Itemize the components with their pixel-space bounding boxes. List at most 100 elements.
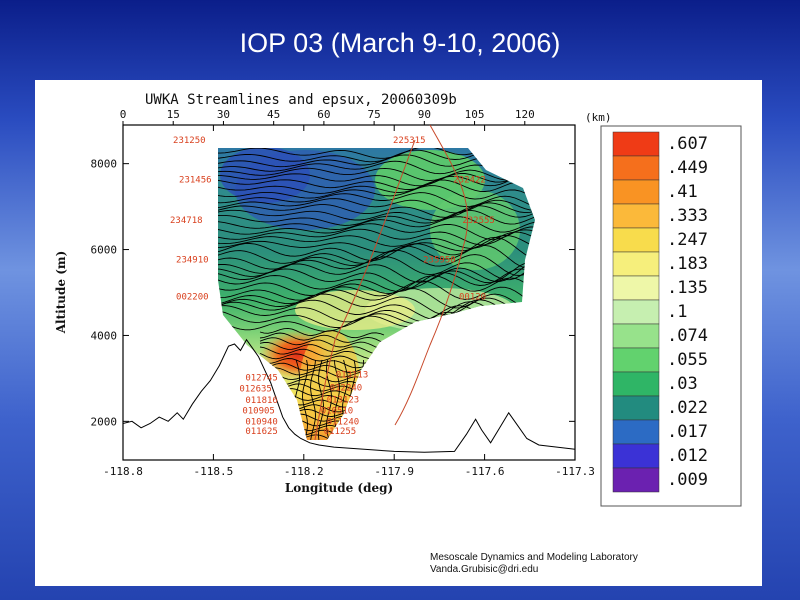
streamline [218, 235, 535, 253]
streamline-chart: UWKA Streamlines and epsux, 20060309b -1… [54, 92, 742, 507]
streamline [218, 244, 535, 269]
colorbar-swatch [612, 371, 660, 397]
colorbar-label: .022 [667, 398, 708, 418]
top-axis-unit: (km) [585, 111, 612, 124]
flight-label: 011625 [245, 427, 278, 437]
colorbar-label: .017 [667, 422, 708, 442]
y-tick-label: 4000 [91, 329, 118, 342]
top-tick-label: 60 [317, 108, 330, 121]
colorbar-swatch [612, 275, 660, 301]
top-tick-label: 120 [515, 108, 535, 121]
top-tick-label: 30 [217, 108, 230, 121]
streamline [218, 166, 535, 187]
flight-label: 231456 [179, 176, 212, 186]
x-tick-label: -118.8 [103, 465, 143, 478]
credit-email: Vanda.Grubisic@dri.edu [430, 564, 539, 575]
flight-label: 012635 [239, 384, 272, 394]
chart-title: UWKA Streamlines and epsux, 20060309b [145, 92, 457, 108]
colorbar-label: .607 [667, 134, 708, 154]
terrain-profile [123, 338, 575, 453]
top-tick-label: 0 [120, 108, 127, 121]
colorbar-label: .135 [667, 278, 708, 298]
colorbar-label: .074 [667, 326, 708, 346]
streamline [218, 299, 535, 320]
streamline [218, 209, 535, 226]
colorbar-label: .183 [667, 254, 708, 274]
streamline [218, 288, 535, 311]
slide-title: IOP 03 (March 9-10, 2006) [239, 28, 561, 58]
colorbar-swatch [612, 203, 660, 229]
streamline [218, 202, 535, 218]
streamline [218, 185, 535, 202]
streamline [218, 198, 535, 214]
streamline [218, 293, 535, 316]
top-tick-label: 45 [267, 108, 280, 121]
x-tick-label: -117.9 [374, 465, 414, 478]
streamline [218, 216, 535, 233]
colorbar-label: .03 [667, 374, 698, 394]
x-tick-label: -118.2 [284, 465, 324, 478]
top-tick-label: 15 [167, 108, 180, 121]
streamline [259, 327, 385, 339]
colorbar-swatch [612, 299, 660, 325]
flight-label: 002200 [176, 292, 209, 302]
y-tick-label: 6000 [91, 244, 118, 257]
flight-label: 013113 [336, 371, 369, 381]
colorbar-label: .009 [667, 470, 708, 490]
colorbar-label: .1 [667, 302, 687, 322]
flight-label: 234718 [170, 216, 203, 226]
x-axis-label: Longitude (deg) [285, 481, 393, 495]
streamline [218, 249, 535, 276]
flight-label: 010940 [245, 417, 278, 427]
y-tick-label: 8000 [91, 158, 118, 171]
y-axis-label: Altitude (m) [54, 251, 68, 335]
y-tick-label: 2000 [91, 415, 118, 428]
flight-label: 013123 [327, 395, 360, 405]
flight-label: 012745 [245, 374, 278, 384]
colorbar-swatch [612, 131, 660, 157]
top-tick-label: 90 [418, 108, 431, 121]
streamline [218, 236, 535, 261]
streamline [310, 359, 316, 440]
colorbar-label: .41 [667, 182, 698, 202]
flight-label: 011816 [245, 396, 278, 406]
flight-label: 234910 [176, 255, 209, 265]
streamline [218, 231, 535, 249]
colorbar-swatch [612, 467, 660, 493]
streamline [259, 346, 385, 359]
colorbar-label: .012 [667, 446, 708, 466]
flight-label: 010510 [321, 407, 354, 417]
streamline [218, 192, 535, 209]
streamline [218, 148, 535, 159]
streamline [218, 261, 535, 289]
streamline [218, 223, 535, 240]
streamline [218, 172, 535, 190]
colorbar-swatch [612, 395, 660, 421]
streamline [218, 164, 535, 182]
colorbar-swatch [612, 323, 660, 349]
credit-lab: Mesoscale Dynamics and Modeling Laborato… [430, 552, 638, 563]
flight-label: 010905 [242, 407, 275, 417]
flight-label: 011240 [327, 417, 360, 427]
colorbar-swatch [612, 443, 660, 469]
colorbar-swatch [612, 347, 660, 373]
colorbar-swatch [612, 419, 660, 445]
streamline [218, 280, 535, 308]
streamline [218, 275, 535, 296]
axes: -118.8 -118.5 -118.2 -117.9 -117.6 -117.3 0 15 3… [91, 108, 595, 478]
flight-label: 011255 [324, 427, 357, 437]
streamline [326, 359, 332, 440]
top-tick-label: 75 [367, 108, 380, 121]
streamline [302, 359, 308, 440]
credit-block: Mesoscale Dynamics and Modeling Laborato… [430, 552, 638, 576]
colorbar-label: .247 [667, 230, 708, 250]
colorbar-swatch [612, 155, 660, 181]
streamline [218, 205, 535, 221]
flight-label: 235950 [423, 255, 456, 265]
x-tick-label: -118.5 [194, 465, 234, 478]
colorbar: .607 .449 .41 .333 .247 .183 .135 .1 .074 .055 .03… [600, 125, 742, 507]
streamline [318, 359, 324, 440]
flight-label: 232555 [462, 216, 495, 226]
streamline [259, 337, 385, 350]
streamline [218, 179, 535, 194]
